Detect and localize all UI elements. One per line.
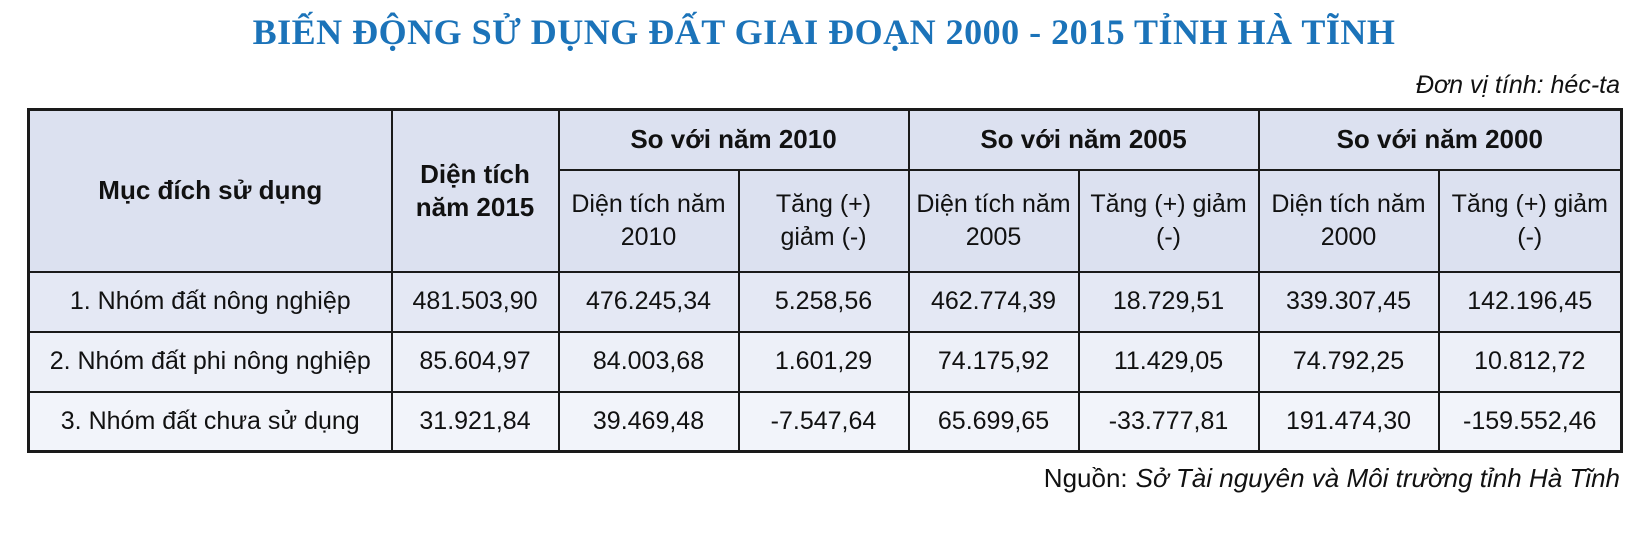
group-header-vs-2010: So với năm 2010	[557, 108, 910, 171]
table-row-agricultural-land: 1. Nhóm đất nông nghiệp 481.503,90 476.2…	[27, 270, 1623, 333]
cell-value: 5.258,56	[737, 270, 910, 333]
cell-value: 84.003,68	[557, 330, 740, 393]
cell-value: -159.552,46	[1437, 390, 1623, 453]
cell-value: -33.777,81	[1077, 390, 1260, 453]
cell-value: -7.547,64	[737, 390, 910, 453]
cell-value: 1.601,29	[737, 330, 910, 393]
page-title: BIẾN ĐỘNG SỬ DỤNG ĐẤT GIAI ĐOẠN 2000 - 2…	[252, 12, 1396, 52]
cell-value: 10.812,72	[1437, 330, 1623, 393]
land-use-table: Mục đích sử dụng Diện tích năm 2015 So v…	[27, 108, 1623, 453]
subheader-change-2005: Tăng (+) giảm (-)	[1077, 168, 1260, 273]
source-note: Nguồn: Sở Tài nguyên và Môi trường tỉnh H…	[0, 462, 1620, 494]
header-area-2015: Diện tích năm 2015	[390, 108, 560, 273]
subheader-change-2010: Tăng (+) giảm (-)	[737, 168, 910, 273]
cell-value: 31.921,84	[390, 390, 560, 453]
table-row-unused-land: 3. Nhóm đất chưa sử dụng 31.921,84 39.46…	[27, 390, 1623, 453]
header-group-row: Mục đích sử dụng Diện tích năm 2015 So v…	[27, 108, 1623, 273]
header-sub-row: Diện tích năm 2010 Tăng (+) giảm (-) Diệ…	[29, 168, 1623, 273]
unit-note: Đơn vị tính: héc-ta	[1415, 71, 1620, 99]
cell-value: 85.604,97	[390, 330, 560, 393]
table-row-non-agricultural-land: 2. Nhóm đất phi nông nghiệp 85.604,97 84…	[27, 330, 1623, 393]
cell-value: 191.474,30	[1257, 390, 1440, 453]
subheader-area-2000: Diện tích năm 2000	[1257, 168, 1440, 273]
header-purpose: Mục đích sử dụng	[27, 108, 393, 273]
row-label: 3. Nhóm đất chưa sử dụng	[27, 390, 393, 453]
source-label: Nguồn:	[1043, 463, 1128, 493]
cell-value: 74.792,25	[1257, 330, 1440, 393]
cell-value: 11.429,05	[1077, 330, 1260, 393]
subheader-change-2000: Tăng (+) giảm (-)	[1437, 168, 1623, 273]
subheader-area-2010: Diện tích năm 2010	[557, 168, 740, 273]
group-header-vs-2000: So với năm 2000	[1257, 108, 1623, 171]
source-text: Sở Tài nguyên và Môi trường tỉnh Hà Tĩnh	[1135, 463, 1620, 493]
cell-value: 74.175,92	[907, 330, 1080, 393]
group-header-vs-2005: So với năm 2005	[907, 108, 1260, 171]
cell-value: 481.503,90	[390, 270, 560, 333]
cell-value: 18.729,51	[1077, 270, 1260, 333]
cell-value: 476.245,34	[557, 270, 740, 333]
cell-value: 462.774,39	[907, 270, 1080, 333]
cell-value: 142.196,45	[1437, 270, 1623, 333]
cell-value: 65.699,65	[907, 390, 1080, 453]
row-label: 1. Nhóm đất nông nghiệp	[27, 270, 393, 333]
cell-value: 39.469,48	[557, 390, 740, 453]
row-label: 2. Nhóm đất phi nông nghiệp	[27, 330, 393, 393]
cell-value: 339.307,45	[1257, 270, 1440, 333]
subheader-area-2005: Diện tích năm 2005	[907, 168, 1080, 273]
